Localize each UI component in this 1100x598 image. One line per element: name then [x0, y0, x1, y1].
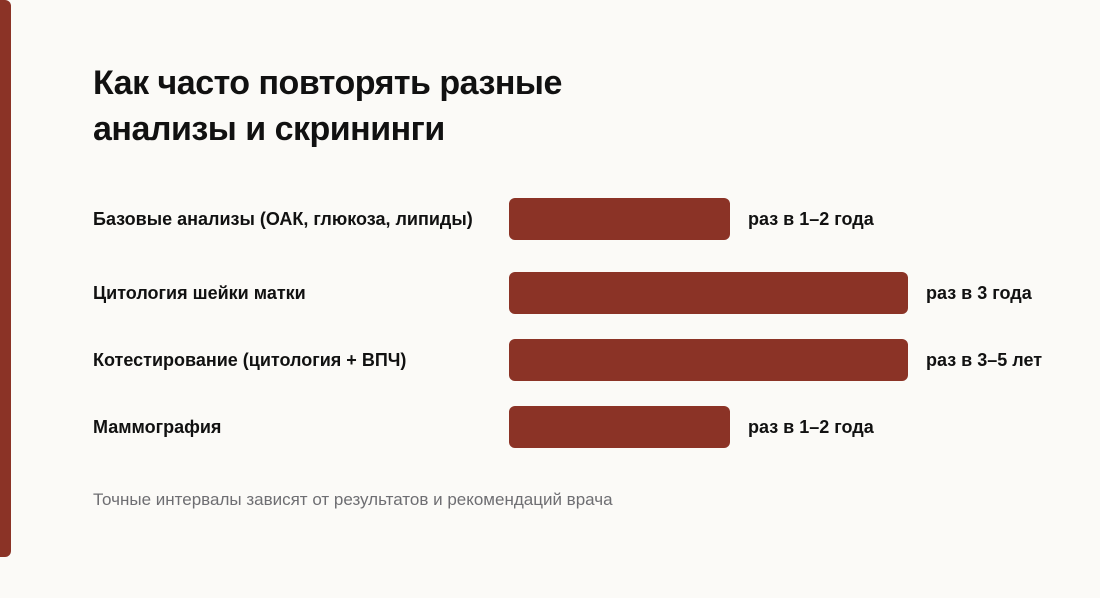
footnote: Точные интервалы зависят от результатов …	[93, 490, 613, 509]
value-label: раз в 3 года	[926, 283, 1032, 303]
category-label: Базовые анализы (ОАК, глюкоза, липиды)	[93, 209, 473, 229]
bar	[509, 272, 908, 314]
value-label: раз в 3–5 лет	[926, 350, 1043, 370]
chart-title: Как часто повторять разные анализы и скр…	[93, 64, 562, 148]
accent-bar	[0, 0, 11, 557]
category-label: Котестирование (цитология + ВПЧ)	[93, 350, 407, 370]
value-label: раз в 1–2 года	[748, 209, 874, 229]
category-label: Цитология шейки матки	[93, 283, 306, 303]
category-label: Маммография	[93, 417, 222, 437]
value-label: раз в 1–2 года	[748, 417, 874, 437]
bar	[509, 406, 730, 448]
bar	[509, 339, 908, 381]
bar	[509, 198, 730, 240]
